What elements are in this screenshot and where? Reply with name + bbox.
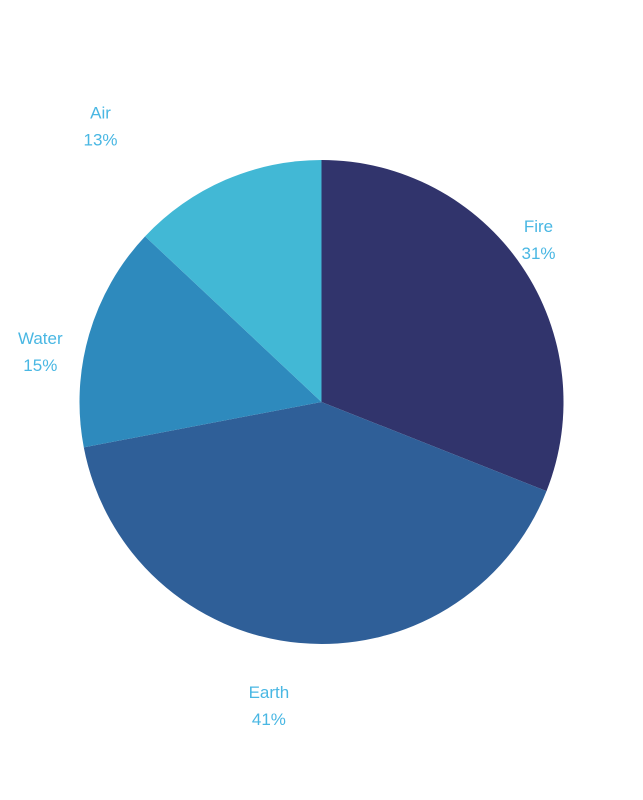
pie-label-value: 31% <box>521 244 555 263</box>
pie-label-category: Earth <box>249 683 290 702</box>
pie-label-category: Air <box>90 103 111 122</box>
pie-label-air: Air 13% <box>83 103 117 149</box>
pie-slice-air <box>145 160 322 402</box>
pie-label-category: Water <box>18 329 63 348</box>
pie-label-value: 13% <box>83 130 117 149</box>
pie-label-earth: Earth 41% <box>249 683 290 729</box>
pie-labels: Fire 31% Earth 41% Water 15% Air 13% <box>18 103 556 728</box>
pie-slices <box>79 160 564 645</box>
pie-label-water: Water 15% <box>18 329 63 375</box>
pie-label-category: Fire <box>524 217 553 236</box>
pie-slice-water <box>79 236 322 448</box>
pie-label-fire: Fire 31% <box>521 217 555 263</box>
pie-label-value: 41% <box>252 710 286 729</box>
pie-slice-earth <box>83 402 547 645</box>
pie-slice-fire <box>321 160 564 492</box>
pie-label-value: 15% <box>23 356 57 375</box>
